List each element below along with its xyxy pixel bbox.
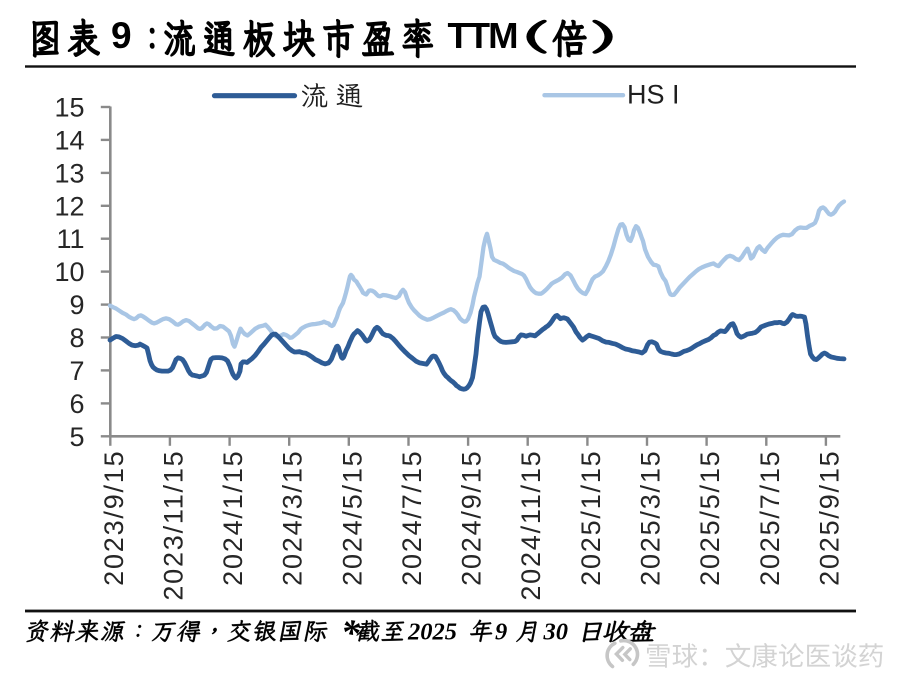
svg-text:2024/1/15: 2024/1/15: [218, 450, 248, 586]
svg-text:7: 7: [69, 356, 84, 386]
svg-text:TTM: TTM: [448, 15, 517, 56]
svg-text:9: 9: [111, 15, 132, 56]
svg-text:13: 13: [54, 158, 84, 188]
svg-text:2024/7/15: 2024/7/15: [397, 450, 427, 586]
svg-text:2024/5/15: 2024/5/15: [337, 450, 367, 586]
svg-text:30: 30: [543, 619, 569, 646]
svg-text:2023/11/15: 2023/11/15: [158, 450, 188, 601]
svg-text:9: 9: [69, 290, 84, 320]
svg-text:2025/3/15: 2025/3/15: [636, 450, 666, 586]
svg-text:2025/5/15: 2025/5/15: [695, 450, 725, 586]
svg-text:5: 5: [69, 422, 84, 452]
svg-text:2023/9/15: 2023/9/15: [99, 450, 129, 586]
svg-text:14: 14: [54, 125, 84, 155]
svg-text:8: 8: [69, 323, 84, 353]
svg-text:2025/1/15: 2025/1/15: [576, 450, 606, 586]
svg-text:11: 11: [56, 224, 84, 254]
svg-text:2024/9/15: 2024/9/15: [457, 450, 487, 586]
svg-text:2024/3/15: 2024/3/15: [278, 450, 308, 586]
svg-text:15: 15: [54, 93, 84, 123]
svg-text:*: *: [341, 613, 361, 655]
svg-text:2024/11/15: 2024/11/15: [516, 450, 546, 601]
svg-text:2025: 2025: [407, 619, 457, 646]
svg-text:6: 6: [69, 389, 84, 419]
svg-text:2025/9/15: 2025/9/15: [814, 450, 844, 586]
svg-text:HS I: HS I: [627, 79, 680, 109]
svg-text:9: 9: [495, 619, 507, 646]
svg-text:10: 10: [54, 257, 84, 287]
svg-text:12: 12: [54, 191, 84, 221]
svg-text:2025/7/15: 2025/7/15: [755, 450, 785, 586]
